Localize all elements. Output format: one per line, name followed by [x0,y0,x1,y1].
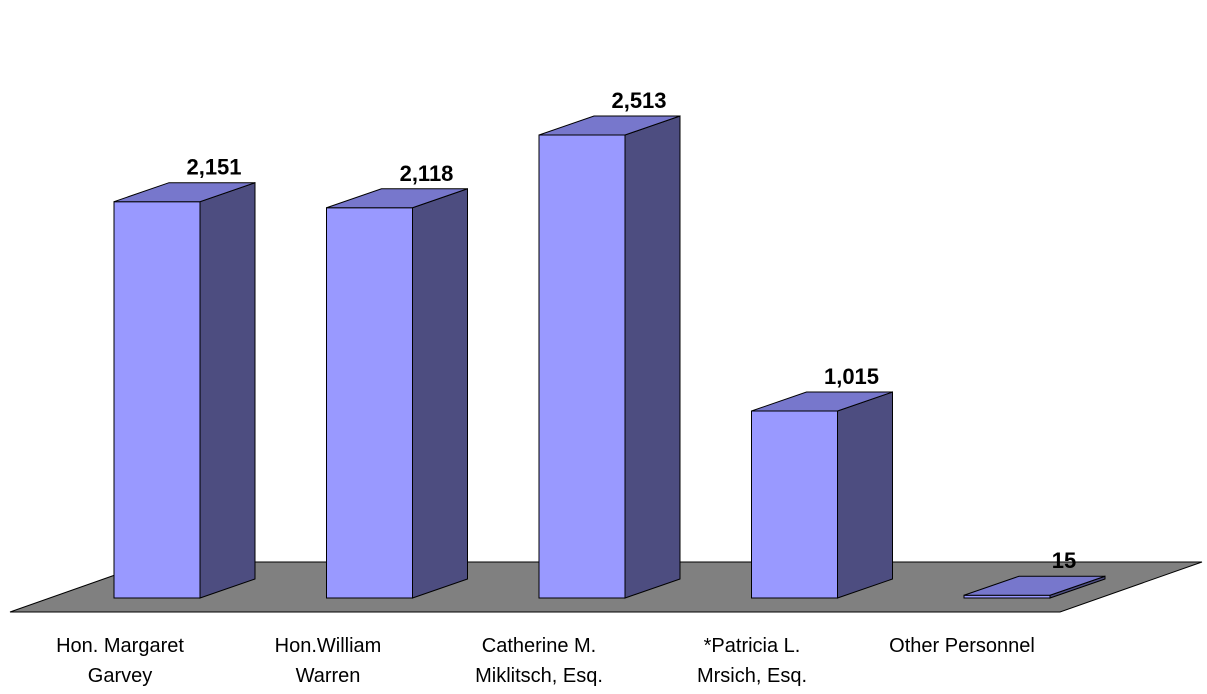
category-label-line: Hon.William [275,635,382,657]
data-label: 15 [1052,548,1076,573]
category-label-line: Hon. Margaret [56,635,184,657]
bar-top [538,115,681,136]
category-label-line: Mrsich, Esq. [697,665,807,687]
bar-top [963,575,1106,596]
category-label: Hon.William Warren [275,635,382,687]
category-label-line: Warren [296,665,361,687]
value-labels-group: 2,151 2,118 2,513 1,015 15 [186,88,1076,573]
category-label-line: Garvey [88,665,152,687]
category-labels-group: Hon. Margaret Garvey Hon.William Warren Cath… [56,635,1035,687]
bar-front [751,410,838,599]
data-label: 2,151 [186,155,241,180]
bar-side [837,391,893,599]
bar-front [113,201,201,599]
bar-front [326,207,413,599]
bar-0 [113,181,256,599]
category-label: *Patricia L. Mrsich, Esq. [697,635,807,687]
category-label-line: Other Personnel [889,635,1035,657]
bar-2 [538,115,681,599]
category-label-line: Catherine M. [482,635,597,657]
bar-front [538,134,626,599]
category-label: Catherine M. Miklitsch, Esq. [475,635,603,687]
data-label: 1,015 [824,364,879,389]
category-label: Other Personnel [889,635,1035,657]
bar-4 [963,575,1106,599]
bar-1 [326,188,468,599]
bar-side [412,188,468,599]
bar-top [113,182,256,203]
category-label-line: *Patricia L. [704,635,801,657]
bars-group [113,115,1106,599]
bar-side [199,181,256,599]
bar-3 [751,391,893,599]
bar-side [624,115,681,599]
category-label: Hon. Margaret Garvey [56,635,184,687]
category-label-line: Miklitsch, Esq. [475,665,603,687]
data-label: 2,513 [611,88,666,113]
bar-top [326,188,468,209]
data-label: 2,118 [400,161,454,186]
bar-top [751,391,893,412]
